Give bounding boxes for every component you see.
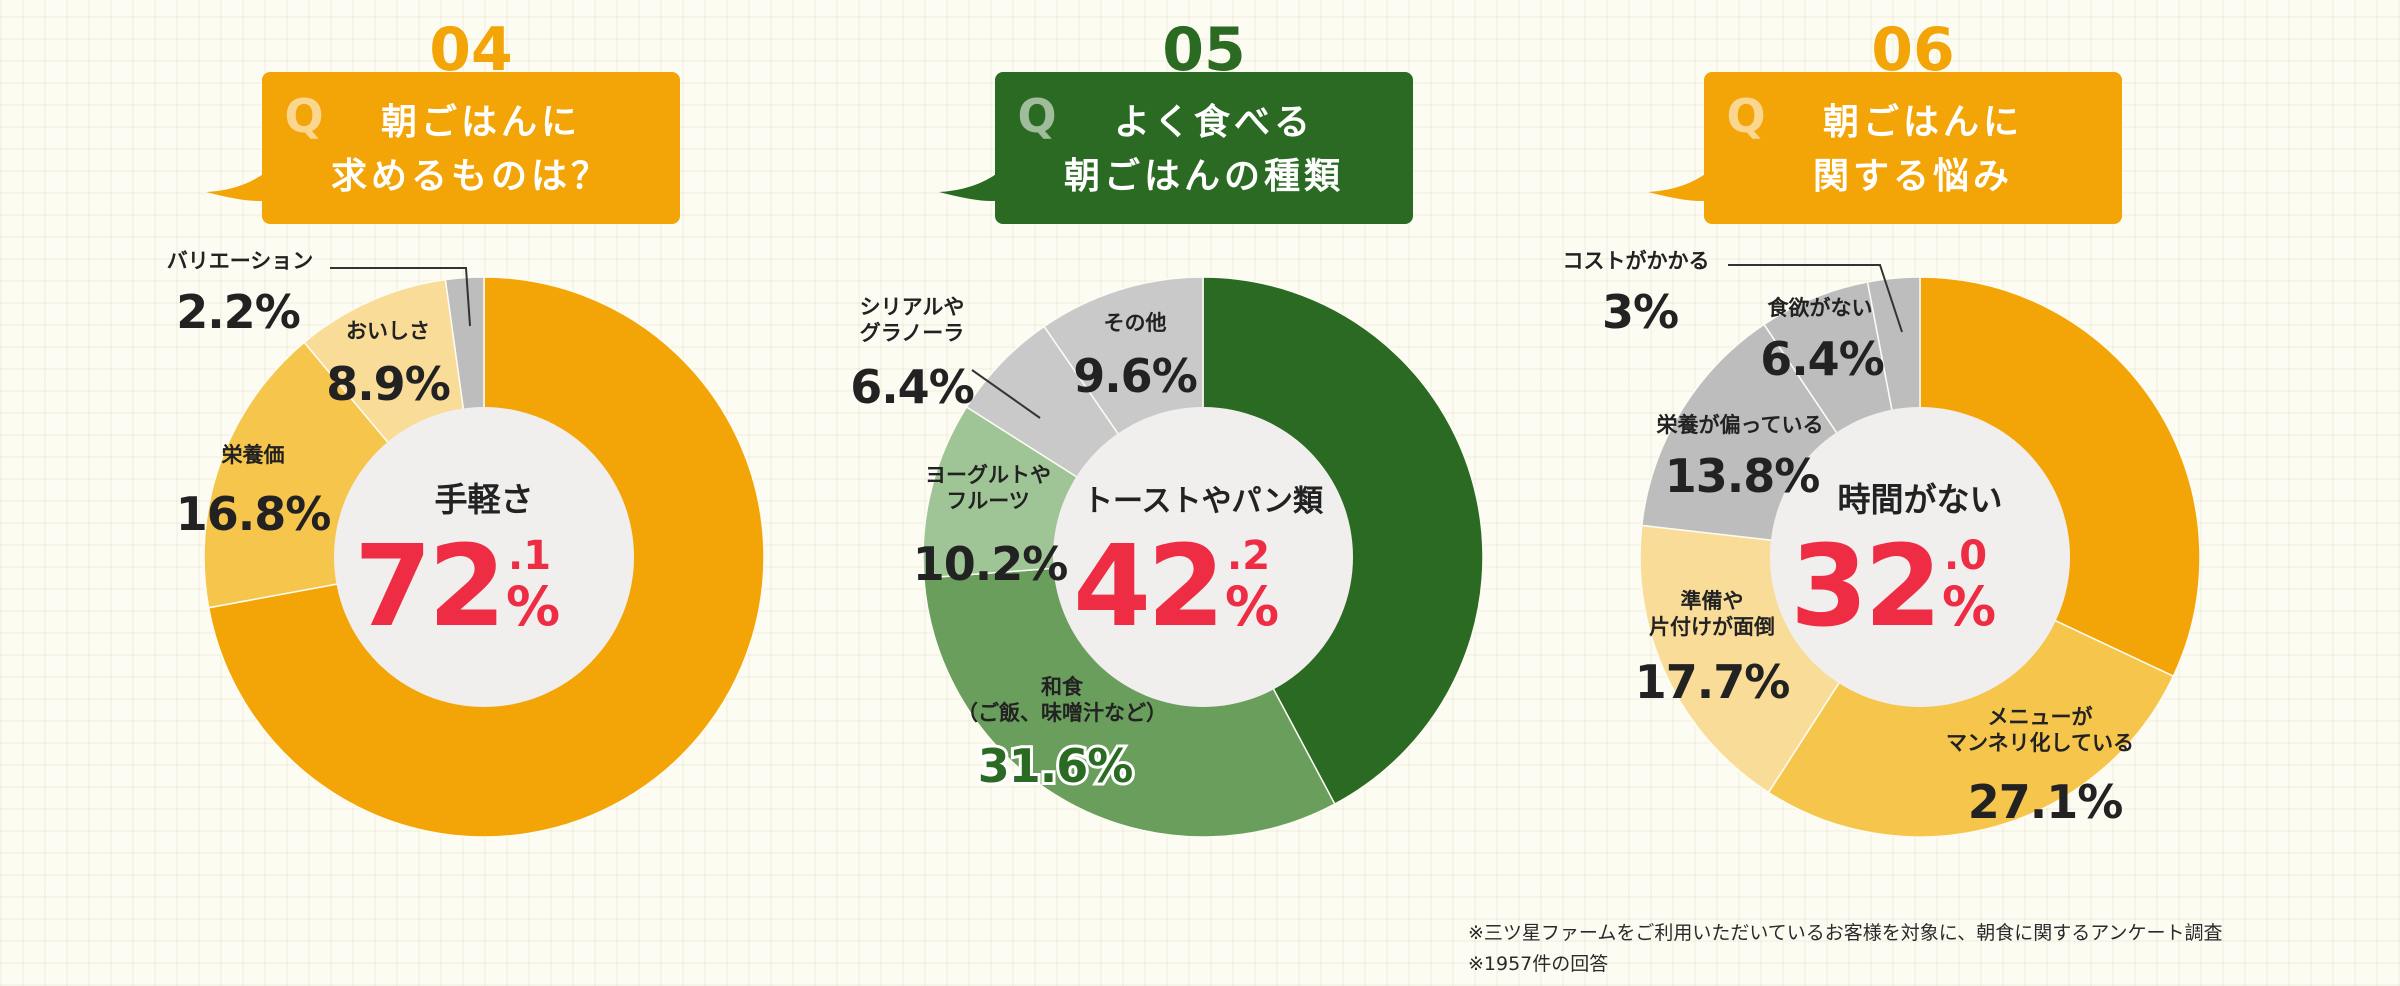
slice-value: 6.4% xyxy=(850,360,974,414)
leader-line xyxy=(1728,264,1903,333)
slice-label: グラノーラ xyxy=(860,321,965,345)
center-decimal: .2 xyxy=(1227,533,1270,579)
slice-value: 9.6% xyxy=(1073,349,1197,403)
center-decimal: .0 xyxy=(1944,533,1987,579)
center-unit: % xyxy=(506,575,560,638)
slice-label: その他 xyxy=(1104,311,1167,335)
slice-label: バリエーション xyxy=(167,249,314,273)
slice-value: 31.6% xyxy=(978,739,1133,793)
center-unit: % xyxy=(1225,575,1279,638)
q-mark: Q xyxy=(1017,89,1056,143)
footnote-count: ※1957件の回答 xyxy=(1468,953,1609,975)
pie-chart-05: 05Q よく食べる朝ごはんの種類トーストやパン類42.2%和食（ご飯、味噌汁など）… xyxy=(850,15,1484,838)
slice-label: 栄養が偏っている xyxy=(1656,413,1824,437)
leader-line xyxy=(330,267,471,327)
slice-value: 2.2% xyxy=(176,285,300,339)
slice-value: 6.4% xyxy=(1760,332,1884,386)
slice-label: 食欲がない xyxy=(1768,296,1873,320)
pie-chart-06: 06Q 朝ごはんに関する悩み時間がない32.0%メニューがマンネリ化している27.… xyxy=(1563,15,2201,838)
question-text-line: よく食べる xyxy=(1114,102,1314,143)
slice-value: 13.8% xyxy=(1665,449,1820,503)
q-mark: Q xyxy=(1726,89,1765,143)
center-unit: % xyxy=(1942,575,1996,638)
pie-chart-04: 04Q 朝ごはんに求めるものは？手軽さ72.1%栄養価16.8%おいしさ8.9%バ… xyxy=(167,15,765,838)
question-bubble xyxy=(995,72,1413,224)
slice-value: 16.8% xyxy=(176,487,331,541)
slice-label: フルーツ xyxy=(946,489,1030,513)
question-bubble-tail xyxy=(1648,172,1710,201)
slice-label: コストがかかる xyxy=(1563,249,1710,273)
question-bubble xyxy=(1704,72,2122,224)
question-text-line: 求めるものは？ xyxy=(331,156,611,197)
center-decimal: .1 xyxy=(508,533,551,579)
question-bubble-tail xyxy=(206,172,268,201)
donut-center xyxy=(334,407,634,707)
donut-center xyxy=(1053,407,1353,707)
slice-label: （ご飯、味噌汁など） xyxy=(957,701,1167,725)
center-value: 72 xyxy=(354,522,502,652)
slice-value: 27.1% xyxy=(1968,775,2123,829)
question-bubble-tail xyxy=(939,172,1001,201)
slice-label: マンネリ化している xyxy=(1946,731,2134,755)
slice-label: ヨーグルトや xyxy=(925,463,1051,487)
slice-label: シリアルや xyxy=(860,295,965,319)
q-mark: Q xyxy=(284,89,323,143)
footnote-survey: ※三ツ星ファームをご利用いただいているお客様を対象に、朝食に関するアンケート調査 xyxy=(1468,922,2223,944)
center-label: 時間がない xyxy=(1838,480,2003,519)
question-text-line: 朝ごはんに xyxy=(381,102,581,143)
question-text-line: 朝ごはんに xyxy=(1823,102,2023,143)
center-label: トーストやパン類 xyxy=(1083,484,1324,519)
slice-value: 8.9% xyxy=(326,357,450,411)
question-text-line: 関する悩み xyxy=(1813,156,2013,197)
leader-line xyxy=(971,369,1041,419)
slice-label: 準備や xyxy=(1681,589,1744,613)
donut-center xyxy=(1770,407,2070,707)
slice-value: 17.7% xyxy=(1635,655,1790,709)
question-bubble xyxy=(262,72,680,224)
slice-label: おいしさ xyxy=(346,319,430,343)
slice-value: 3% xyxy=(1602,285,1678,339)
slice-label: メニューが xyxy=(1988,705,2093,729)
center-label: 手軽さ xyxy=(435,480,534,519)
slice-label: 栄養価 xyxy=(221,443,285,467)
footnotes: ※三ツ星ファームをご利用いただいているお客様を対象に、朝食に関するアンケート調査… xyxy=(1468,918,2222,980)
slice-label: 和食 xyxy=(1041,675,1084,699)
question-text-line: 朝ごはんの種類 xyxy=(1064,156,1344,197)
center-value: 42 xyxy=(1073,522,1221,652)
slice-label: 片付けが面倒 xyxy=(1649,615,1775,639)
slice-value: 10.2% xyxy=(913,537,1068,591)
center-value: 32 xyxy=(1790,522,1938,652)
